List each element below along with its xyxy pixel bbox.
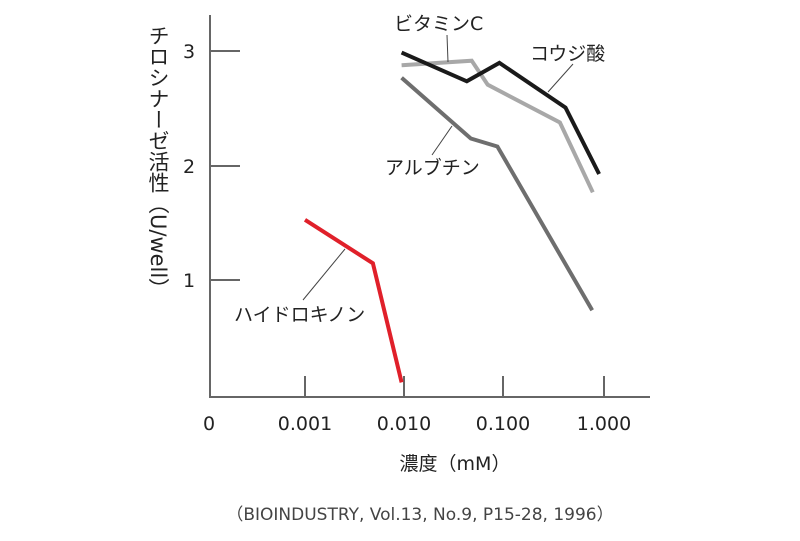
leader-vitamin-c — [446, 34, 449, 63]
series-label-hydroquinone: ハイドロキノン — [234, 304, 365, 326]
series-line-0 — [303, 218, 404, 383]
series-line-3 — [400, 50, 601, 175]
series-labels: ビタミンC コウジ酸 アルブチン ハイドロキノン — [234, 13, 605, 326]
y-axis-label: チロシナーゼ活性（U/well） — [146, 25, 170, 299]
y-tick-label-1: 1 — [183, 270, 195, 292]
series-label-kojic-acid: コウジ酸 — [530, 43, 605, 65]
series-line-2 — [401, 58, 595, 194]
x-tick-label-0.100: 0.100 — [476, 413, 530, 435]
leader-arbutin — [431, 125, 453, 156]
series-label-vitamin-c: ビタミンC — [394, 13, 483, 35]
x-axis-label: 濃度（mM） — [400, 453, 511, 475]
source-caption: （BIOINDUSTRY, Vol.13, No.9, P15-28, 1996… — [226, 505, 613, 525]
x-tick-label-0.001: 0.001 — [278, 413, 332, 435]
x-tick-label-0: 0 — [203, 413, 215, 435]
y-axis: 1 2 3 — [183, 15, 240, 397]
series-label-arbutin: アルブチン — [385, 156, 480, 179]
series-line-1 — [400, 76, 594, 312]
x-axis: 0 0.001 0.010 0.100 1.000 — [203, 376, 650, 435]
series-lines — [303, 50, 601, 383]
leader-hydroquinone — [302, 248, 346, 301]
x-tick-label-0.010: 0.010 — [377, 413, 431, 435]
leader-kojic-acid — [547, 63, 574, 93]
y-tick-label-2: 2 — [183, 156, 195, 178]
y-tick-label-3: 3 — [183, 41, 195, 63]
x-tick-label-1.000: 1.000 — [577, 413, 631, 435]
